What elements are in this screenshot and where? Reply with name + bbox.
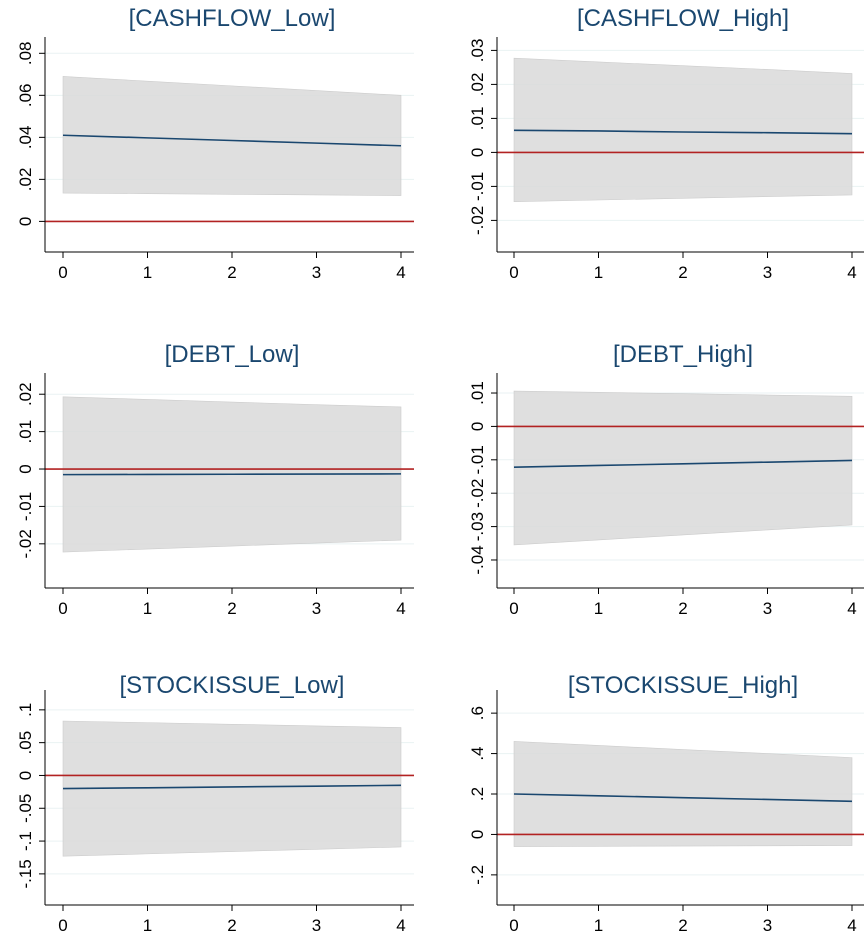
x-tick-label: 2 bbox=[678, 916, 687, 935]
x-tick-label: 3 bbox=[763, 263, 772, 282]
x-tick-label: 1 bbox=[594, 263, 603, 282]
y-tick-label: .08 bbox=[16, 41, 35, 65]
panel-title: [STOCKISSUE_Low] bbox=[120, 672, 345, 699]
y-tick-label: 0 bbox=[468, 830, 487, 839]
x-tick-label: 3 bbox=[312, 916, 321, 935]
y-tick-label: .02 bbox=[468, 73, 487, 97]
irf-line bbox=[62, 784, 402, 790]
x-tick-label: 0 bbox=[58, 916, 67, 935]
y-tick-label: -.15 bbox=[16, 859, 35, 888]
x-tick-label: 2 bbox=[678, 599, 687, 618]
irf-line bbox=[513, 793, 853, 803]
x-tick-label: 4 bbox=[396, 916, 405, 935]
y-tick-label: 0 bbox=[16, 217, 35, 226]
chart-panel: [CASHFLOW_High] -.02 -.01 0 .01 .02 .03 0 1 2 3 4 bbox=[468, 5, 864, 282]
y-tick-label: 0 bbox=[16, 464, 35, 473]
x-tick-label: 2 bbox=[227, 599, 236, 618]
x-tick-label: 0 bbox=[58, 263, 67, 282]
y-tick-label: -.02 bbox=[468, 206, 487, 235]
x-tick-label: 1 bbox=[143, 599, 152, 618]
x-tick-label: 3 bbox=[763, 916, 772, 935]
x-tick-label: 4 bbox=[847, 263, 856, 282]
y-tick-label: .01 bbox=[16, 420, 35, 444]
x-tick-label: 1 bbox=[594, 916, 603, 935]
panel-title: [DEBT_High] bbox=[613, 341, 753, 368]
y-tick-label: .01 bbox=[468, 107, 487, 131]
x-tick-label: 0 bbox=[509, 916, 518, 935]
x-tick-label: 2 bbox=[227, 916, 236, 935]
panel-title: [DEBT_Low] bbox=[165, 341, 300, 368]
confidence-band bbox=[62, 720, 402, 857]
x-tick-label: 4 bbox=[847, 599, 856, 618]
irf-line bbox=[62, 134, 402, 147]
panel-title: [STOCKISSUE_High] bbox=[568, 672, 798, 699]
y-tick-label: .03 bbox=[468, 39, 487, 63]
chart-panel: [STOCKISSUE_Low] -.15 -.1 -.05 0 .05 .1 0 1 2 3 4 bbox=[16, 672, 414, 935]
confidence-band bbox=[513, 57, 853, 203]
x-tick-label: 0 bbox=[58, 599, 67, 618]
x-tick-label: 1 bbox=[594, 599, 603, 618]
x-tick-label: 1 bbox=[143, 263, 152, 282]
chart-panel: [STOCKISSUE_High] -.2 0 .2 .4 .6 0 1 2 3 4 bbox=[468, 672, 864, 935]
y-tick-label: .4 bbox=[468, 746, 487, 760]
y-tick-label: -.03 bbox=[468, 512, 487, 541]
chart-panel: [DEBT_High] -.04 -.03 -.02 -.01 0 .01 0 1 2 3 4 bbox=[468, 341, 864, 618]
x-tick-label: 3 bbox=[312, 263, 321, 282]
confidence-band bbox=[513, 741, 853, 847]
y-tick-label: .06 bbox=[16, 84, 35, 108]
y-tick-label: .6 bbox=[468, 706, 487, 720]
y-tick-label: -.1 bbox=[16, 831, 35, 851]
chart-panel: [DEBT_Low] -.02 -.01 0 .01 .02 0 1 2 3 4 bbox=[16, 341, 414, 618]
chart-panel: [CASHFLOW_Low] 0 .02 .04 .06 .08 0 1 2 3 4 bbox=[16, 5, 414, 282]
y-tick-label: 0 bbox=[468, 148, 487, 157]
x-tick-label: 3 bbox=[312, 599, 321, 618]
y-tick-label: .01 bbox=[468, 381, 487, 405]
panel-title: [CASHFLOW_Low] bbox=[129, 5, 336, 32]
x-tick-label: 2 bbox=[678, 263, 687, 282]
irf-line bbox=[513, 129, 853, 135]
irf-line bbox=[513, 459, 853, 468]
irf-line bbox=[62, 473, 402, 476]
y-tick-label: -.01 bbox=[468, 172, 487, 201]
y-tick-label: .04 bbox=[16, 126, 35, 150]
x-tick-label: 0 bbox=[509, 599, 518, 618]
y-tick-label: .1 bbox=[16, 703, 35, 717]
x-tick-label: 1 bbox=[143, 916, 152, 935]
y-tick-label: -.04 bbox=[468, 545, 487, 574]
y-tick-label: -.01 bbox=[468, 445, 487, 474]
panel-title: [CASHFLOW_High] bbox=[577, 5, 789, 32]
x-tick-label: 4 bbox=[396, 263, 405, 282]
y-tick-label: -.01 bbox=[16, 492, 35, 521]
confidence-band bbox=[513, 390, 853, 546]
y-tick-label: -.05 bbox=[16, 794, 35, 823]
y-tick-label: -.02 bbox=[16, 529, 35, 558]
y-tick-label: -.02 bbox=[468, 479, 487, 508]
confidence-band bbox=[62, 76, 402, 196]
y-tick-label: -.2 bbox=[468, 865, 487, 885]
y-tick-label: .05 bbox=[16, 731, 35, 755]
y-tick-label: .02 bbox=[16, 168, 35, 192]
x-tick-label: 2 bbox=[227, 263, 236, 282]
x-tick-label: 4 bbox=[396, 599, 405, 618]
y-tick-label: 0 bbox=[468, 422, 487, 431]
x-tick-label: 4 bbox=[847, 916, 856, 935]
y-tick-label: .2 bbox=[468, 787, 487, 801]
y-tick-label: 0 bbox=[16, 771, 35, 780]
x-tick-label: 3 bbox=[763, 599, 772, 618]
y-tick-label: .02 bbox=[16, 382, 35, 406]
x-tick-label: 0 bbox=[509, 263, 518, 282]
